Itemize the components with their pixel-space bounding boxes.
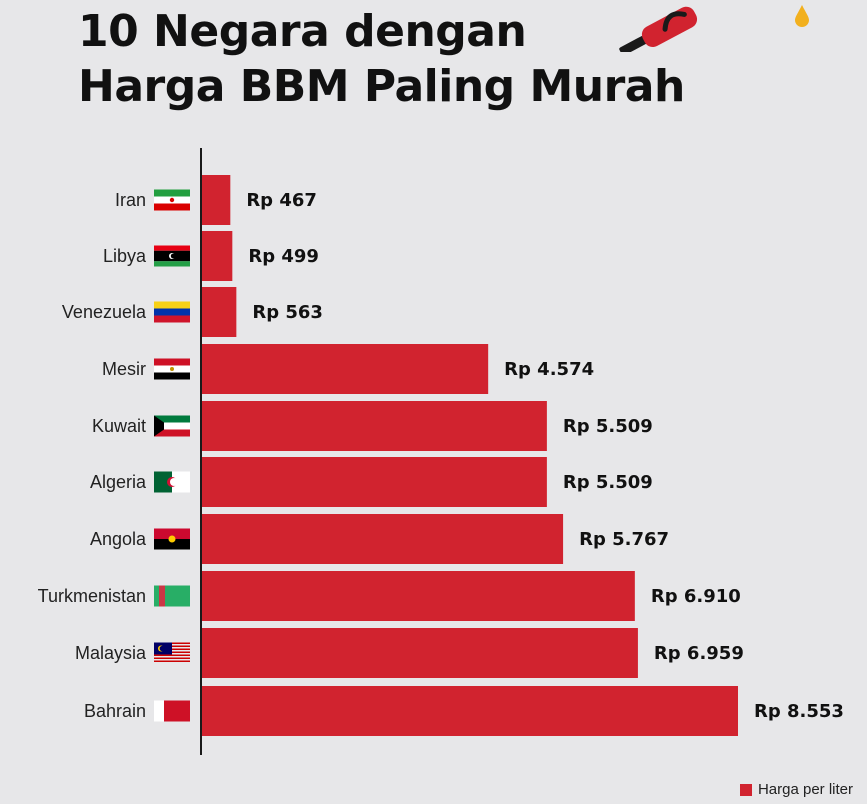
data-label: Rp 4.574 (504, 359, 594, 380)
fuel-drop-icon (795, 5, 809, 27)
category-label: Malaysia (75, 643, 147, 663)
data-label: Rp 5.767 (579, 529, 669, 550)
category-label: Bahrain (84, 701, 146, 721)
malaysia-flag-icon (154, 642, 190, 662)
bar-venezuela (201, 287, 237, 337)
legend-swatch (739, 783, 752, 796)
bar-turkmenistan (201, 571, 635, 621)
category-label: Algeria (90, 472, 147, 492)
egypt-flag-icon (154, 358, 190, 380)
data-label: Rp 499 (248, 246, 319, 267)
kuwait-flag-icon (154, 415, 190, 437)
data-label: Rp 5.509 (563, 416, 653, 437)
bar-malaysia (201, 628, 638, 678)
data-label: Rp 467 (246, 190, 317, 211)
iran-flag-icon (154, 189, 190, 211)
title-line-1: 10 Negara dengan (78, 6, 527, 57)
legend-label: Harga per liter (757, 781, 853, 798)
bar-algeria (201, 457, 547, 507)
data-label: Rp 6.959 (654, 643, 744, 664)
data-label: Rp 563 (252, 302, 323, 323)
angola-flag-icon (154, 528, 190, 550)
data-label: Rp 6.910 (651, 586, 741, 607)
bar-bahrain (201, 686, 738, 736)
category-label: Venezuela (62, 302, 147, 322)
turkmenistan-flag-icon (154, 585, 190, 607)
category-label: Kuwait (92, 416, 146, 436)
libya-flag-icon (154, 245, 190, 267)
category-label: Iran (115, 190, 146, 210)
bar-mesir (201, 344, 489, 394)
title-line-2: Harga BBM Paling Murah (78, 61, 685, 112)
algeria-flag-icon (154, 471, 190, 493)
bar-angola (201, 514, 564, 564)
data-label: Rp 5.509 (563, 472, 653, 493)
bar-kuwait (201, 401, 547, 451)
bar-libya (201, 231, 233, 281)
category-label: Angola (90, 529, 147, 549)
category-label: Turkmenistan (38, 586, 146, 606)
data-label: Rp 8.553 (754, 701, 844, 722)
bar-iran (201, 175, 231, 225)
bahrain-flag-icon (154, 700, 190, 722)
category-label: Mesir (102, 359, 146, 379)
venezuela-flag-icon (154, 301, 190, 323)
legend: Harga per liter (739, 781, 853, 798)
fuel-nozzle-icon (619, 6, 698, 52)
chart-title: 10 Negara dengan Harga BBM Paling Murah (78, 4, 685, 114)
category-label: Libya (103, 246, 147, 266)
